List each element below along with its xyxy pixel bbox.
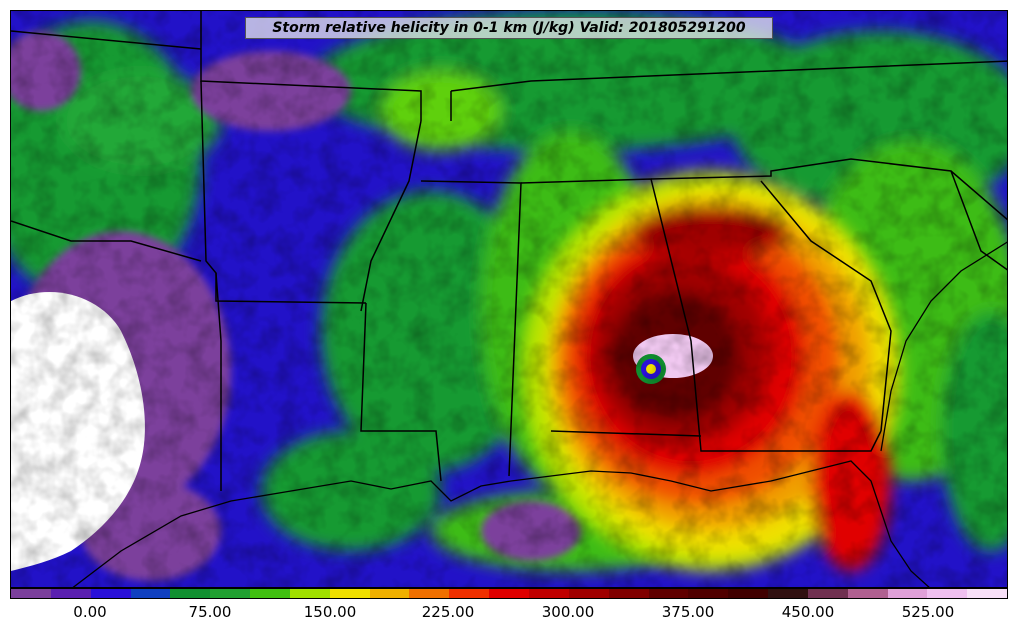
- colorbar-segment: [608, 589, 649, 598]
- coastline: [72, 241, 1007, 587]
- colorbar-segment: [289, 589, 330, 598]
- colorbar-segment: [50, 589, 91, 598]
- colorbar-tick-label: 150.00: [303, 603, 357, 621]
- colorbar-segment: [170, 589, 211, 598]
- map-panel: [10, 10, 1008, 588]
- colorbar-segment: [90, 589, 131, 598]
- colorbar-segment: [11, 589, 51, 598]
- colorbar-segment: [807, 589, 848, 598]
- helicity-field-map: [11, 11, 1007, 587]
- colorbar-segment: [250, 589, 290, 598]
- colorbar-tick-label: 225.00: [421, 603, 475, 621]
- colorbar-tick-label: 450.00: [781, 603, 835, 621]
- colorbar-segment: [489, 589, 529, 598]
- colorbar-segment: [967, 589, 1008, 598]
- colorbar-segment: [728, 589, 769, 598]
- colorbar-segment: [329, 589, 370, 598]
- colorbar-segment: [887, 589, 928, 598]
- colorbar-segment: [568, 589, 609, 598]
- colorbar-segment: [768, 589, 808, 598]
- colorbar-tick-label: 375.00: [661, 603, 715, 621]
- colorbar-tick-label: 0.00: [73, 603, 107, 621]
- map-title: Storm relative helicity in 0-1 km (J/kg)…: [272, 20, 746, 36]
- colorbar-segment: [528, 589, 569, 598]
- colorbar-segment: [409, 589, 450, 598]
- colorbar-tick-label: 300.00: [541, 603, 595, 621]
- state-boundaries: [11, 11, 1007, 491]
- colorbar-tick-label: 525.00: [901, 603, 955, 621]
- map-title-box: Storm relative helicity in 0-1 km (J/kg)…: [245, 17, 773, 39]
- colorbar: [10, 588, 1008, 599]
- colorbar-segment: [130, 589, 171, 598]
- colorbar-segment: [210, 589, 251, 598]
- colorbar-ticks: 0.00 75.00 150.00 225.00 300.00 375.00 450.00 5…: [0, 600, 1018, 630]
- colorbar-segment: [369, 589, 410, 598]
- colorbar-segment: [927, 589, 968, 598]
- colorbar-segment: [648, 589, 689, 598]
- colorbar-segment: [688, 589, 729, 598]
- colorbar-segment: [449, 589, 490, 598]
- colorbar-tick-label: 75.00: [188, 603, 232, 621]
- colorbar-segment: [847, 589, 888, 598]
